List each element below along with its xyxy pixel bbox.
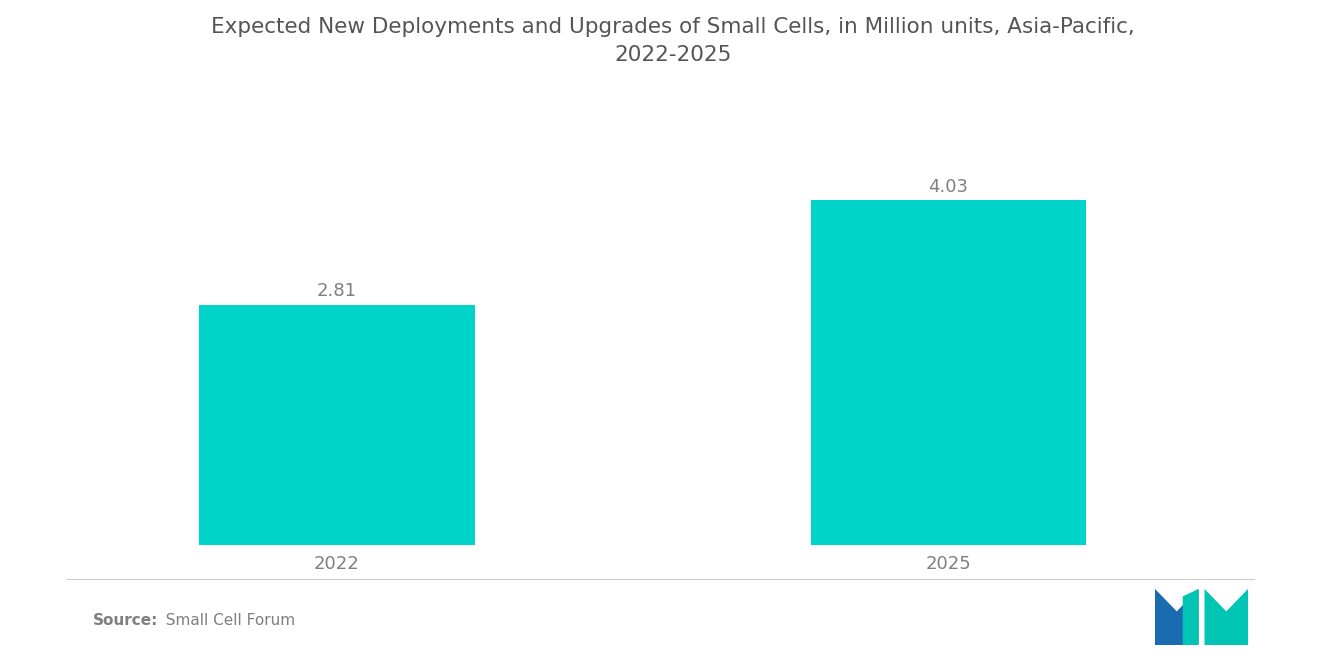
Bar [810, 200, 1086, 545]
Polygon shape [1204, 589, 1249, 645]
Text: 4.03: 4.03 [928, 178, 969, 196]
Title: Expected New Deployments and Upgrades of Small Cells, in Million units, Asia-Pac: Expected New Deployments and Upgrades of… [211, 17, 1135, 65]
Polygon shape [1183, 589, 1199, 645]
Text: 2.81: 2.81 [317, 282, 356, 301]
Polygon shape [1155, 589, 1199, 645]
Text: Small Cell Forum: Small Cell Forum [156, 613, 294, 628]
Text: Source:: Source: [92, 613, 158, 628]
Bar [199, 305, 474, 545]
